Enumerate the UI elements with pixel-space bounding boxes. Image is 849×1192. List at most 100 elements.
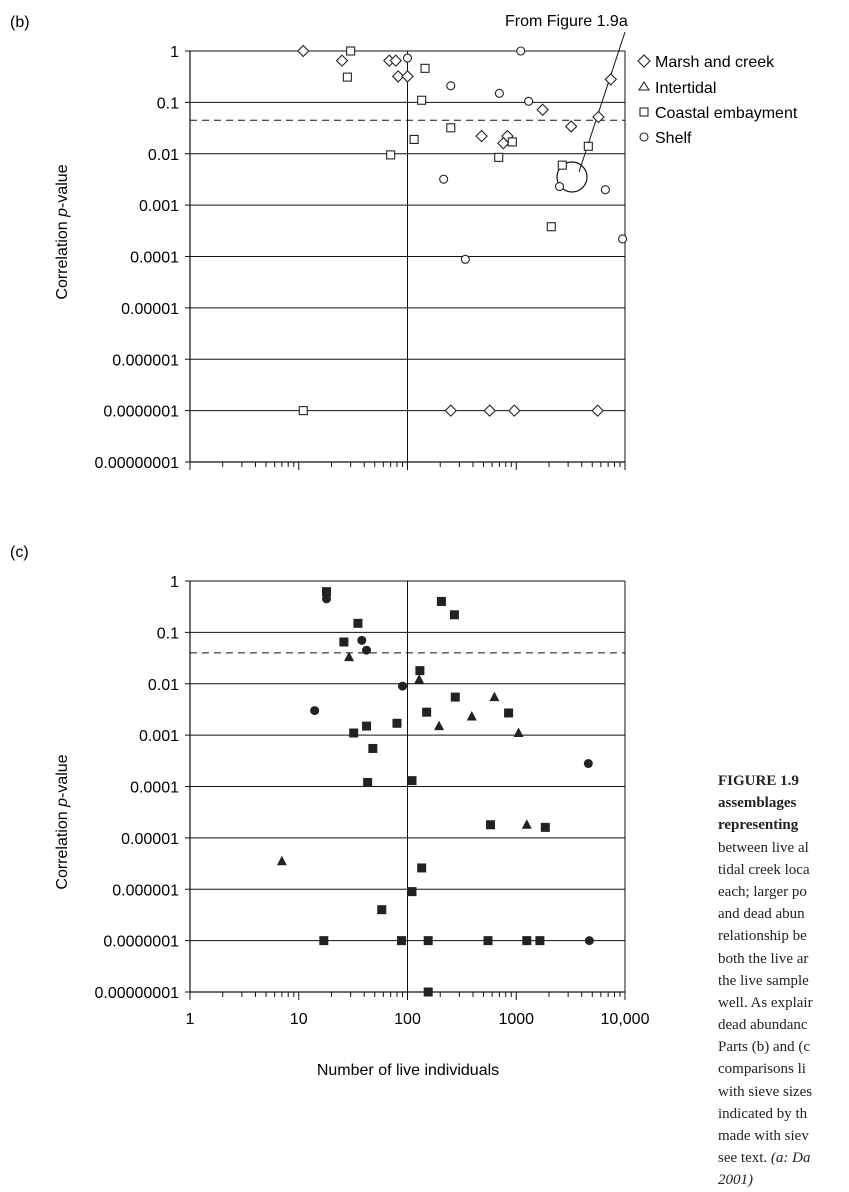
legend-label-intertidal: Intertidal: [655, 80, 716, 97]
panel-c-point-circle: [583, 759, 593, 769]
legend-item-intertidal: Intertidal: [638, 80, 716, 97]
panel-c-point-triangle: [489, 691, 500, 702]
panel-c-point-square: [436, 596, 446, 606]
panel-c-point-square: [349, 728, 359, 738]
panel-b-point-diamond: [592, 110, 605, 124]
panel-b-point-diamond: [483, 404, 496, 417]
caption-line: tidal creek loca: [718, 859, 849, 881]
panel-c-ytick-label: 0.00000001: [94, 985, 179, 1002]
caption-text: Parts (b) and (c: [718, 1039, 811, 1056]
panel-c-ytick-label: 0.1: [157, 625, 179, 642]
panel-b-point-square: [583, 141, 593, 151]
caption-line: 2001): [718, 1169, 849, 1191]
caption-text: relationship be: [718, 928, 807, 945]
panel-b-point-diamond: [296, 44, 310, 58]
panel-b-point-diamond: [389, 54, 403, 67]
panel-b-point-circle: [600, 185, 610, 195]
panel-c-point-triangle: [513, 727, 524, 737]
panel-c-point-square: [423, 987, 433, 997]
panel-c-point-circle: [322, 594, 332, 604]
caption-text: well. As explair: [718, 994, 813, 1011]
panel-c-xtick-label: 10: [290, 1011, 308, 1028]
caption-line: the live sample: [718, 970, 849, 992]
panel-c-xtick-label: 1: [186, 1011, 195, 1028]
panel-b-point-square: [386, 150, 396, 160]
panel-c-point-square: [407, 887, 417, 897]
panel-b-point-square: [557, 160, 567, 170]
panel-c-point-square: [353, 618, 363, 628]
panel-c-point-square: [450, 692, 460, 702]
panel-b-point-square: [417, 95, 427, 105]
caption-text: see text.: [718, 1150, 768, 1167]
panel-c-point-triangle: [434, 720, 445, 731]
panel-c-point-square: [483, 936, 493, 946]
caption-text: each; larger po: [718, 883, 807, 900]
panel-b-point-diamond: [591, 404, 604, 417]
caption-line: both the live ar: [718, 948, 849, 970]
panel-b-point-circle: [554, 181, 565, 192]
legend-label-coastal: Coastal embayment: [655, 105, 798, 122]
caption-text: representing: [718, 817, 799, 834]
panel-c-ytick-label: 0.001: [139, 728, 179, 745]
panel-b-point-square: [420, 63, 430, 73]
panel-b-point-diamond: [444, 404, 458, 417]
panel-c-ytick-label: 0.000001: [112, 882, 179, 899]
panel-c-point-square: [322, 587, 332, 597]
caption-text: indicated by th: [718, 1105, 808, 1122]
panel-b-point-circle: [460, 254, 470, 264]
panel-b-ytick-label: 0.01: [148, 147, 179, 164]
legend-item-marsh: Marsh and creek: [637, 54, 775, 71]
caption-line: with sieve sizes: [718, 1081, 849, 1103]
panel-c-point-square: [407, 776, 417, 786]
panel-c-point-square: [449, 610, 459, 620]
caption-line: comparisons li: [718, 1058, 849, 1080]
panel-c-point-square: [486, 820, 496, 830]
panel-b-point-circle: [524, 96, 534, 106]
panel-b-point-square: [346, 46, 356, 56]
panel-c-point-square: [339, 637, 349, 647]
caption-line: dead abundanc: [718, 1014, 849, 1036]
caption-text: both the live ar: [718, 950, 809, 967]
panel-c-label: (c): [10, 544, 29, 561]
panel-b-plot: 1 0.1 0.01 0.001 0.0001 0.00001 0.000001 0.0000…: [94, 44, 628, 472]
legend-square-icon: [639, 107, 649, 117]
panel-c-point-square: [392, 718, 402, 728]
panel-b-point-square: [298, 406, 308, 416]
caption-line: FIGURE 1.9: [718, 770, 849, 792]
panel-b-ytick-label: 0.0000001: [103, 404, 179, 421]
panel-b-point-circle: [402, 53, 413, 63]
figure-caption: FIGURE 1.9 assemblages representing between…: [718, 770, 849, 1192]
caption-text: dead abundanc: [718, 1017, 808, 1034]
panel-c-ylabel: Correlation p-value: [54, 754, 71, 889]
panel-b-ytick-label: 0.00001: [121, 301, 179, 318]
panel-b-ytick-label: 0.001: [139, 198, 179, 215]
panel-c-ytick-label: 0.00001: [121, 831, 179, 848]
panel-c-point-triangle: [466, 711, 477, 721]
caption-text: assemblages: [718, 795, 797, 812]
caption-text: between live al: [718, 839, 809, 856]
panel-c-ytick-label: 0.0001: [130, 780, 179, 797]
caption-line: indicated by th: [718, 1103, 849, 1125]
panel-b-point-diamond: [475, 129, 488, 143]
caption-line: each; larger po: [718, 881, 849, 903]
panel-c-ytick-label: 1: [170, 574, 179, 591]
panel-b-point-diamond: [497, 136, 510, 150]
panel-c-point-triangle: [276, 855, 287, 866]
caption-text: the live sample: [718, 972, 809, 989]
caption-citation: (a: Da: [767, 1150, 811, 1167]
panel-b-point-diamond: [401, 70, 414, 83]
panel-b-ytick-label: 1: [170, 44, 179, 61]
caption-line: Parts (b) and (c: [718, 1036, 849, 1058]
panel-c-ytick-label: 0.0000001: [103, 934, 179, 951]
caption-text: comparisons li: [718, 1061, 806, 1078]
panel-c-point-circle: [584, 936, 594, 946]
legend-label-marsh: Marsh and creek: [655, 54, 775, 71]
caption-line: and dead abun: [718, 903, 849, 925]
panel-b-point-diamond: [536, 103, 549, 116]
caption-line: assemblages: [718, 792, 849, 814]
panel-c-plot: 1 0.1 0.01 0.001 0.0001 0.00001 0.000001 0.0000…: [94, 574, 649, 1028]
caption-line: see text. (a: Da: [718, 1147, 849, 1169]
panel-c-point-square: [415, 666, 425, 676]
panel-b-point-circle: [516, 46, 526, 56]
annotation-text: From Figure 1.9a: [505, 13, 628, 30]
